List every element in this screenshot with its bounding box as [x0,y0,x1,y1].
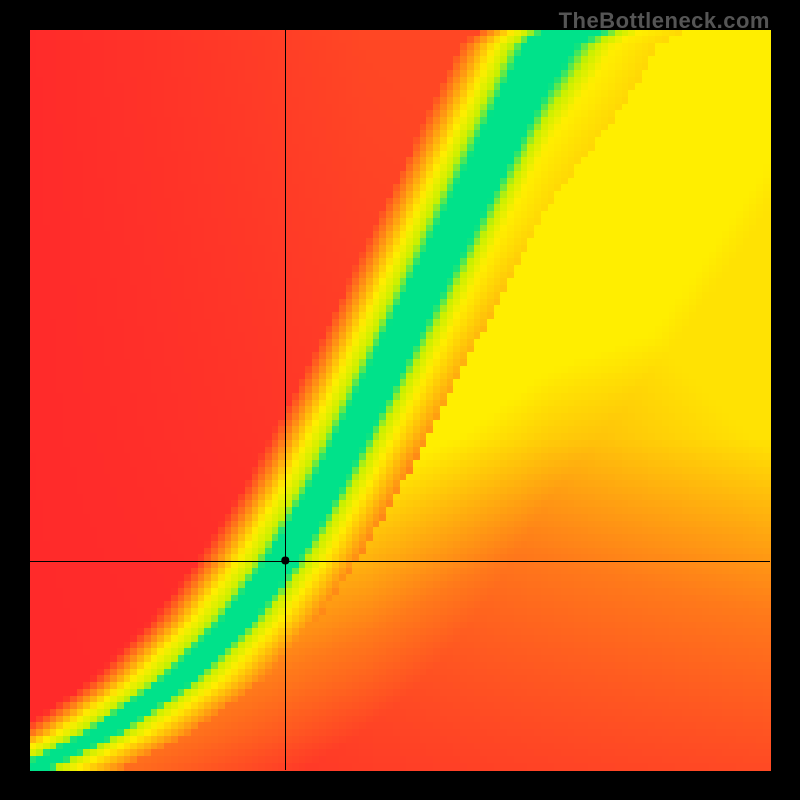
bottleneck-heatmap [0,0,800,800]
chart-container: TheBottleneck.com [0,0,800,800]
watermark-text: TheBottleneck.com [559,8,770,34]
